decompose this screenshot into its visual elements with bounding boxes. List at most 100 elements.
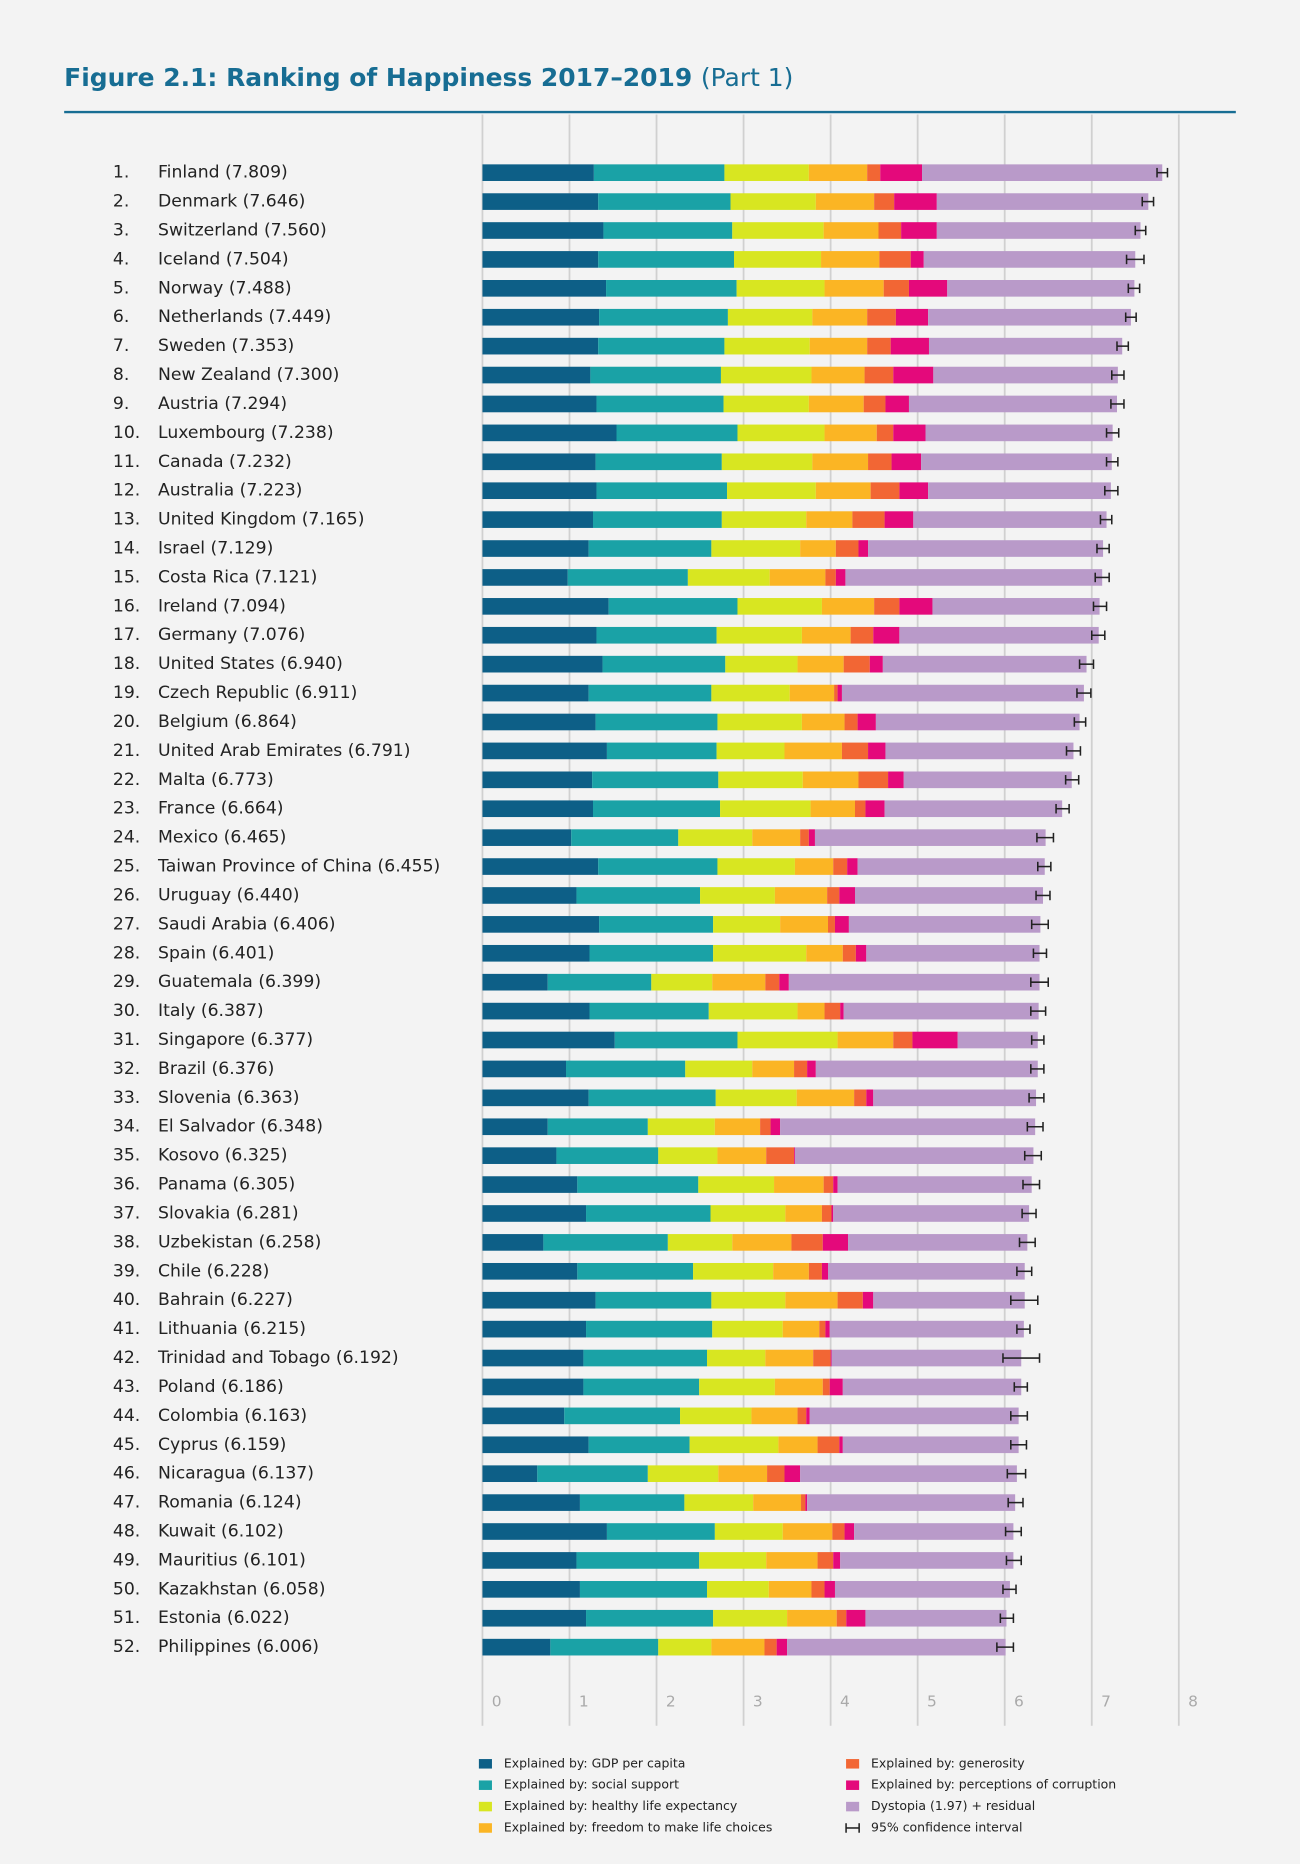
bar-segment [482,540,589,557]
legend-label: Explained by: social support [504,1777,679,1792]
bar-segment [482,1118,548,1136]
bar-segment [807,1060,816,1078]
bar-segment [817,1436,840,1454]
bar-segment [588,684,712,702]
bar-segment [867,164,881,181]
bar-segment [957,1031,1038,1049]
bar-segment [875,713,1080,731]
bar-segment [713,916,781,933]
legend-swatch [846,1780,860,1790]
bar-segment [724,337,810,355]
bar-segment [891,453,922,471]
rank-label: 39. [113,1261,140,1281]
bar-segment [714,1523,783,1540]
bar-segment [482,1176,578,1193]
bar-segment [847,858,858,875]
bar-segment [482,424,617,442]
category-label: Lithuania (6.215) [158,1319,306,1339]
bar-segment [482,1581,580,1598]
bar-segment [801,626,851,644]
bar-segment [817,1552,834,1569]
bar-segment [805,1494,808,1511]
bar-segment [658,1638,712,1656]
bar-segment [819,1320,826,1338]
bar-segment [899,626,1099,644]
bar-segment [589,1002,709,1020]
bar-segment [788,973,1040,991]
bar-segment [708,1002,798,1020]
bar-segment [830,1349,832,1367]
bar-segment [928,308,1131,326]
bar-segment [782,1523,833,1540]
bar-segment [824,424,877,442]
bar-segment [947,280,1135,297]
bar-segment [832,1523,845,1540]
bar-segment [589,944,714,962]
bar-segment [767,1465,785,1483]
bar-segment [774,887,828,904]
bar-segment [928,482,1111,500]
bar-segment [769,569,826,586]
bar-segment [751,1407,798,1425]
bar-segment [564,1407,681,1425]
bar-segment [482,887,577,904]
bar-segment [841,742,869,760]
bar-segment [848,1234,1028,1251]
bar-segment [780,916,829,933]
bar-segment [923,251,1136,268]
x-tick-label: 2 [666,1693,676,1711]
bar-segment [482,742,607,760]
bar-segment [482,1465,538,1483]
bar-segment [806,944,843,962]
bar-segment [586,1320,713,1338]
bar-segment [606,742,717,760]
bar-segment [616,424,738,442]
bar-segment [893,366,934,384]
bar-segment [846,1609,866,1627]
bar-segment [874,193,895,210]
bar-segment [482,916,600,933]
bar-segment [571,829,679,846]
rank-label: 36. [113,1175,140,1195]
bar-segment [482,1436,589,1454]
bar-segment [857,858,1045,875]
bar-segment [714,1118,761,1136]
bar-segment [910,251,924,268]
bar-segment [537,1465,648,1483]
bar-segment [482,1349,584,1367]
category-label: New Zealand (7.300) [158,365,339,385]
bar-segment [732,1234,792,1251]
bar-segment [834,684,838,702]
bar-segment [936,193,1149,210]
rank-label: 25. [113,857,140,877]
bar-segment [765,973,780,991]
category-label: Canada (7.232) [158,452,292,472]
bar-segment [482,1378,584,1396]
bar-segment [864,366,894,384]
bar-segment [699,1378,775,1396]
bar-segment [693,1262,774,1280]
rank-label: 21. [113,741,140,761]
bar-segment [815,193,875,210]
bar-segment [913,511,1107,528]
bar-segment [870,482,900,500]
bar-segment [787,1638,1006,1656]
bar-segment [678,829,753,846]
legend-label: Dystopia (1.97) + residual [871,1798,1035,1813]
category-label: Saudi Arabia (6.406) [158,914,335,934]
bar-segment [764,1638,777,1656]
bar-segment [784,1465,801,1483]
bar-segment [823,222,879,239]
bar-segment [811,366,865,384]
bar-segment [608,598,738,615]
bar-segment [583,1378,700,1396]
bar-segment [829,1378,843,1396]
bar-segment [685,1060,753,1078]
bar-segment [828,916,835,933]
bar-segment [842,1436,1019,1454]
bar-segment [700,887,775,904]
category-label: Ireland (7.094) [158,596,286,616]
bar-segment [791,1234,823,1251]
bar-segment [712,1320,783,1338]
